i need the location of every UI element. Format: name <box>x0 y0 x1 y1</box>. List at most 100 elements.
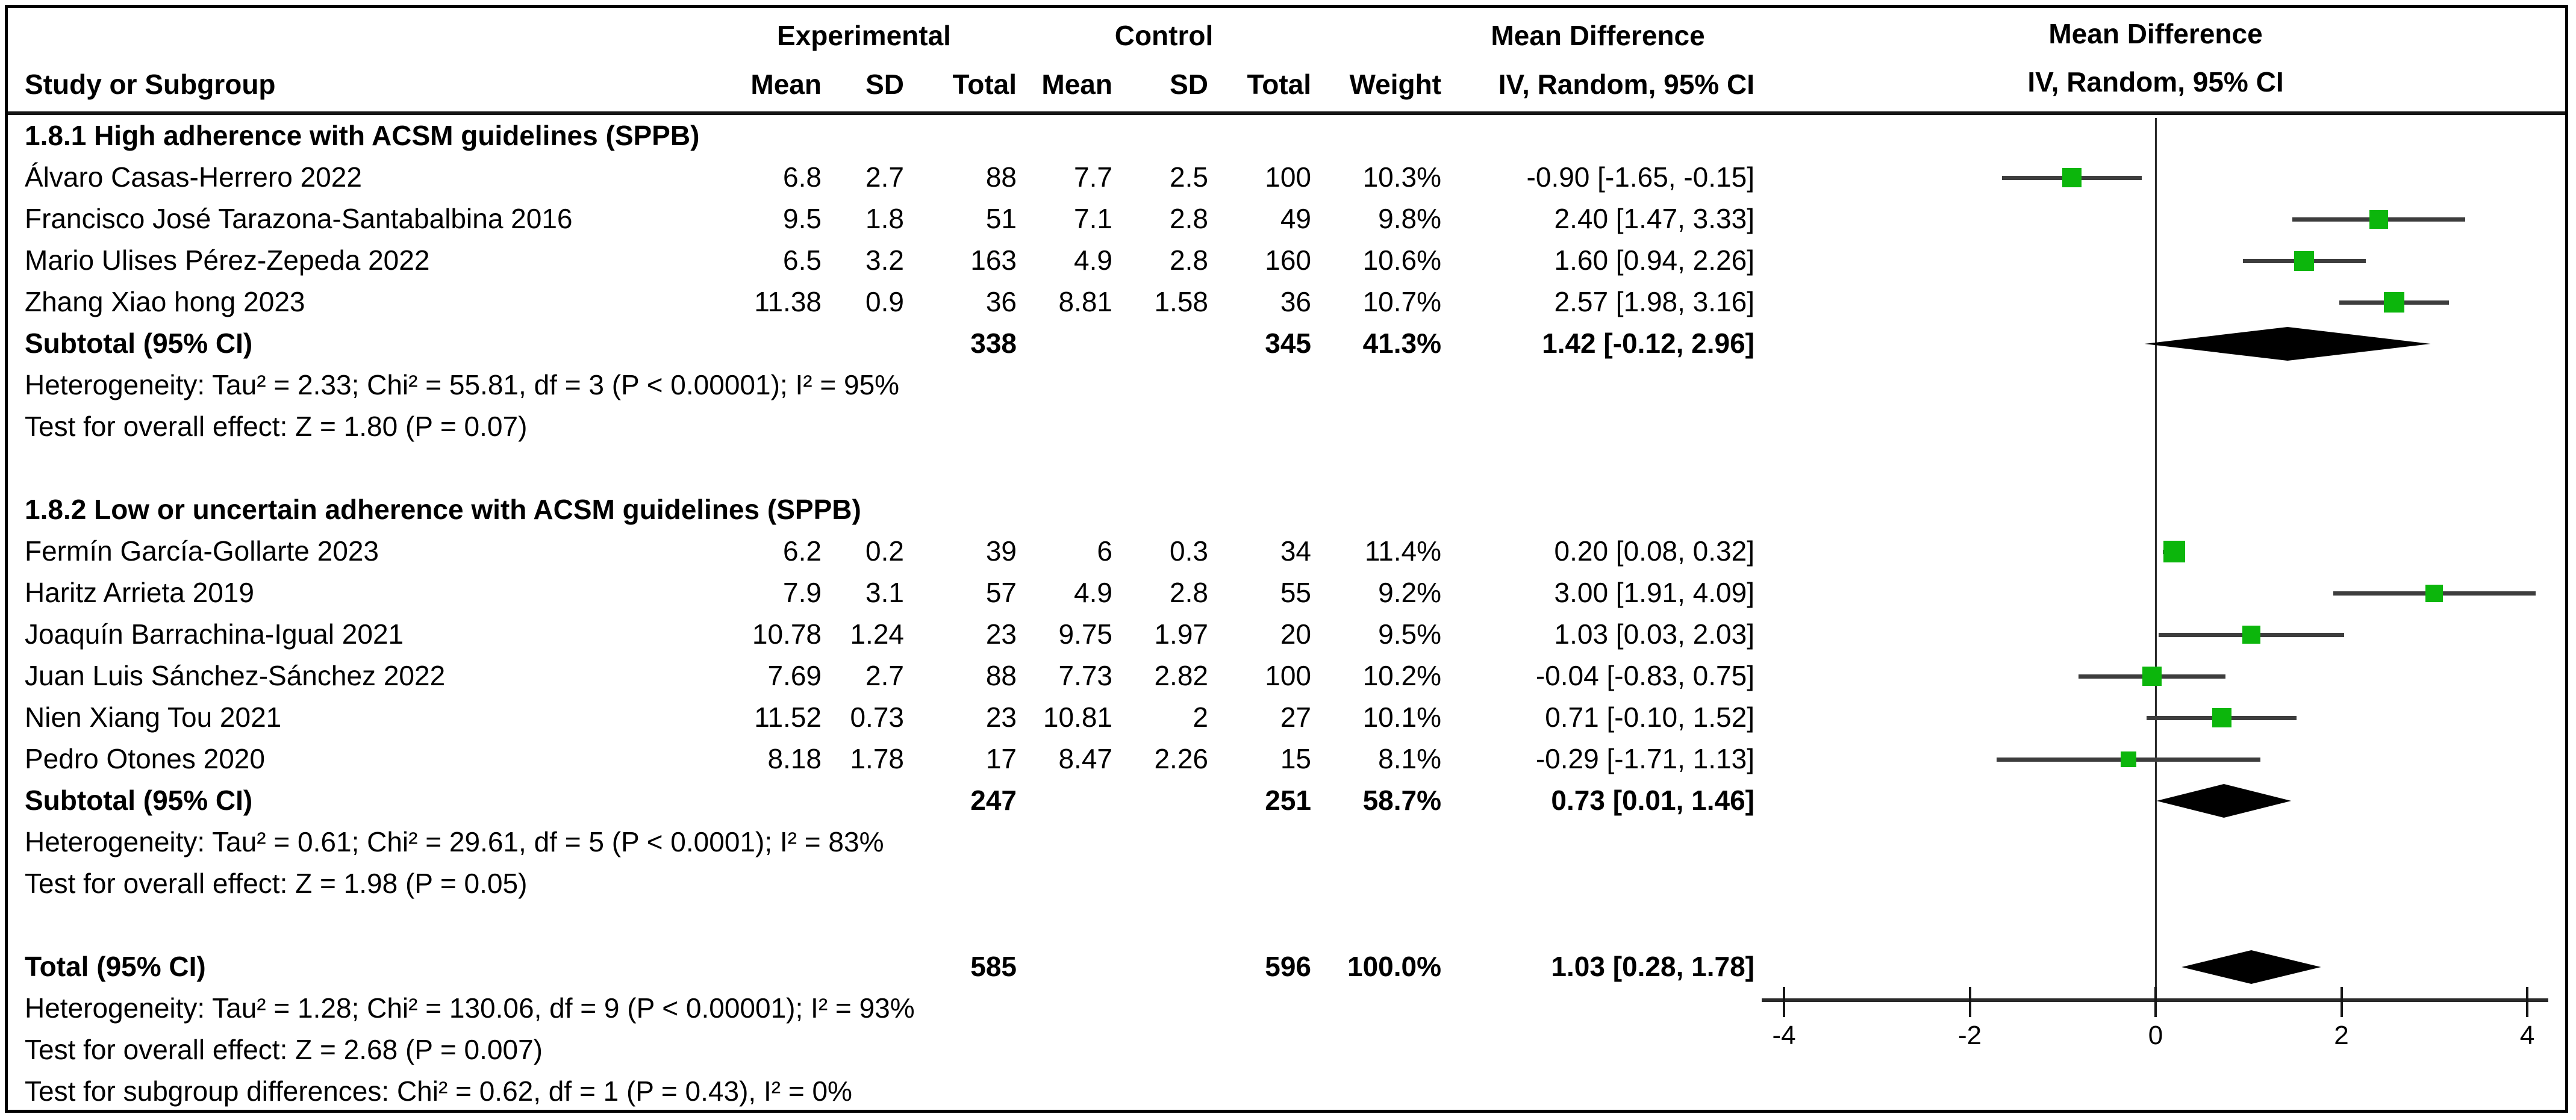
md-ci-value: 2.57 [1.98, 3.16] <box>1554 286 1755 317</box>
x-axis-tick-label: 2 <box>2334 1021 2349 1050</box>
total-overall-effect-note-label: Test for overall effect: Z = 2.68 (P = 0… <box>25 1034 543 1065</box>
x-axis-tick <box>1783 987 1785 1017</box>
sd-control: 2.8 <box>1170 244 1208 276</box>
mean-experimental: 6.5 <box>783 244 822 276</box>
heterogeneity-note: Heterogeneity: Tau² = 2.33; Chi² = 55.81… <box>25 364 1754 406</box>
md-ci-value: 0.20 [0.08, 0.32] <box>1554 535 1755 567</box>
spacer <box>1017 946 1112 988</box>
col-mean-experimental: Mean <box>750 69 822 100</box>
sd-experimental: 2.7 <box>865 660 904 691</box>
spacer <box>1017 780 1112 821</box>
total-row-label: Total (95% CI) <box>25 951 206 982</box>
sd-control: 2.82 <box>1154 660 1208 691</box>
experimental-group-header: Experimental <box>777 20 951 51</box>
x-axis-tick-label: -4 <box>1772 1021 1796 1050</box>
weight-value: 100.0% <box>1347 951 1441 982</box>
total-experimental: 585 <box>970 951 1017 982</box>
x-axis-tick <box>2340 987 2343 1017</box>
heterogeneity-note: Heterogeneity: Tau² = 0.61; Chi² = 29.61… <box>25 821 1754 863</box>
study-name: Nien Xiang Tou 2021 <box>25 702 282 733</box>
total-row: Total (95% CI) 585 596 100.0% 1.03 [0.28, 1.… <box>25 946 1754 988</box>
col-total-experimental: Total <box>952 69 1017 100</box>
mean-difference-header: Mean Difference <box>1491 20 1705 51</box>
mean-experimental: 7.69 <box>767 660 822 691</box>
effect-marker <box>2294 250 2315 271</box>
study-name: Pedro Otones 2020 <box>25 743 265 774</box>
study-row: Francisco José Tarazona-Santabalbina 201… <box>25 198 1754 240</box>
study-row: Mario Ulises Pérez-Zepeda 2022 6.5 3.2 163 4… <box>25 240 1754 281</box>
overall-effect-note-label: Test for overall effect: Z = 1.80 (P = 0… <box>25 411 528 442</box>
weight-value: 10.2% <box>1362 660 1441 691</box>
table-header: Experimental Control Mean Difference Stu… <box>8 8 2565 115</box>
mean-experimental: 9.5 <box>783 203 822 234</box>
effect-marker <box>2163 541 2185 562</box>
mean-experimental: 8.18 <box>767 743 822 774</box>
overall-effect-note: Test for overall effect: Z = 1.80 (P = 0… <box>25 406 1754 447</box>
effect-marker <box>2121 751 2137 767</box>
subgroup-differences-note-label: Test for subgroup differences: Chi² = 0.… <box>25 1075 852 1107</box>
pooled-diamond <box>2181 950 2321 984</box>
sd-control: 2 <box>1193 702 1208 733</box>
subgroup-differences-note: Test for subgroup differences: Chi² = 0.… <box>25 1071 1754 1112</box>
total-control: 100 <box>1265 660 1311 691</box>
subgroup-title: 1.8.1 High adherence with ACSM guideline… <box>25 115 1754 157</box>
mean-control: 4.9 <box>1074 244 1112 276</box>
total-control: 55 <box>1280 577 1311 608</box>
total-control: 36 <box>1280 286 1311 317</box>
total-control: 15 <box>1280 743 1311 774</box>
study-name: Zhang Xiao hong 2023 <box>25 286 305 317</box>
mean-control: 8.81 <box>1058 286 1112 317</box>
total-experimental: 88 <box>985 161 1017 193</box>
table-body: 1.8.1 High adherence with ACSM guideline… <box>25 115 1754 1112</box>
effect-marker <box>2142 667 2162 686</box>
spacer <box>711 946 822 988</box>
subtotal-row: Subtotal (95% CI) 247 251 58.7% 0.73 [0.01, … <box>25 780 1754 821</box>
sd-experimental: 0.9 <box>865 286 904 317</box>
study-name: Fermín García-Gollarte 2023 <box>25 535 379 567</box>
total-control: 345 <box>1265 328 1311 359</box>
pooled-diamond <box>2156 784 2292 818</box>
study-row: Álvaro Casas-Herrero 2022 6.8 2.7 88 7.7 2.5 1… <box>25 157 1754 198</box>
forest-plot-panel: Mean Difference IV, Random, 95% CI -4 -2 0… <box>1760 8 2568 1110</box>
total-control: 160 <box>1265 244 1311 276</box>
subtotal-row-label: Subtotal (95% CI) <box>25 785 253 816</box>
effect-marker <box>2369 210 2388 229</box>
study-name: Álvaro Casas-Herrero 2022 <box>25 161 362 193</box>
total-experimental: 57 <box>985 577 1017 608</box>
control-group-header: Control <box>1114 20 1214 51</box>
subgroup-title-label: 1.8.1 High adherence with ACSM guideline… <box>25 120 700 151</box>
total-experimental: 88 <box>985 660 1017 691</box>
sd-experimental: 1.8 <box>865 203 904 234</box>
mean-experimental: 6.8 <box>783 161 822 193</box>
md-ci-value: 1.60 [0.94, 2.26] <box>1554 244 1755 276</box>
total-experimental: 17 <box>985 743 1017 774</box>
study-row: Fermín García-Gollarte 2023 6.2 0.2 39 6 0.3 3… <box>25 530 1754 572</box>
spacer <box>1017 323 1112 364</box>
spacer <box>1112 780 1208 821</box>
md-ci-value: 1.42 [-0.12, 2.96] <box>1542 328 1754 359</box>
md-ci-value: 0.71 [-0.10, 1.52] <box>1545 702 1754 733</box>
subtotal-row: Subtotal (95% CI) 338 345 41.3% 1.42 [-0.12,… <box>25 323 1754 364</box>
sd-control: 2.5 <box>1170 161 1208 193</box>
study-row: Zhang Xiao hong 2023 11.38 0.9 36 8.81 1.58 36… <box>25 281 1754 323</box>
sd-control: 2.8 <box>1170 203 1208 234</box>
mean-control: 10.81 <box>1043 702 1112 733</box>
study-row: Haritz Arrieta 2019 7.9 3.1 57 4.9 2.8 55 9.2% 3… <box>25 572 1754 614</box>
mean-control: 7.1 <box>1074 203 1112 234</box>
weight-value: 41.3% <box>1362 328 1441 359</box>
sd-experimental: 0.73 <box>850 702 904 733</box>
spacer <box>711 323 822 364</box>
mean-control: 7.7 <box>1074 161 1112 193</box>
overall-effect-note-label: Test for overall effect: Z = 1.98 (P = 0… <box>25 868 528 899</box>
total-control: 251 <box>1265 785 1311 816</box>
total-control: 596 <box>1265 951 1311 982</box>
column-header-row: Study or Subgroup Mean SD Total Mean SD … <box>25 63 1754 105</box>
weight-value: 58.7% <box>1362 785 1441 816</box>
spacer <box>822 323 904 364</box>
study-row: Nien Xiang Tou 2021 11.52 0.73 23 10.81 2 27 10… <box>25 697 1754 738</box>
spacer <box>1112 946 1208 988</box>
col-mean-control: Mean <box>1041 69 1112 100</box>
weight-value: 9.2% <box>1378 577 1441 608</box>
weight-value: 8.1% <box>1378 743 1441 774</box>
weight-value: 10.1% <box>1362 702 1441 733</box>
